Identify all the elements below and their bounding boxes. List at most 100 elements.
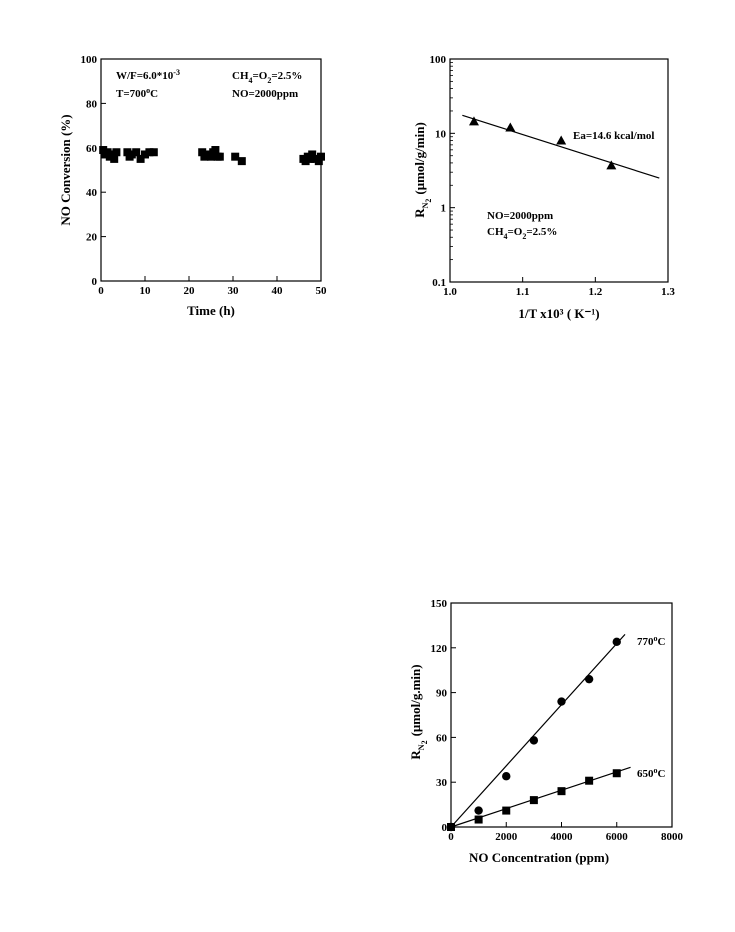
fit-line-0 (450, 633, 626, 828)
data-point (612, 769, 621, 778)
x-tick-label: 0 (448, 831, 454, 843)
y-tick-label: 30 (436, 777, 448, 789)
data-point (474, 806, 483, 815)
x-tick-label: 1.0 (443, 286, 457, 298)
data-point (301, 157, 310, 166)
data-point (529, 736, 539, 745)
chart-arrhenius: 1.0 1.1 1.2 1.3 0.1 1 10 100 Ea=14.6 kcal/mol N… (412, 54, 675, 321)
data-point (468, 116, 479, 126)
y-tick-label: 60 (86, 143, 98, 155)
data-point (149, 148, 158, 157)
data-point (207, 152, 215, 161)
data-point (529, 796, 538, 805)
y-tick-label: 10 (435, 128, 447, 140)
chart1-annotation-temperature: T=700oC (116, 86, 158, 100)
chart-rate-vs-no: 0 2000 4000 6000 8000 0 30 60 90 120 150 770oC 650… (408, 598, 684, 865)
x-tick-label: 40 (272, 285, 284, 297)
data-point (314, 157, 323, 166)
data-point (108, 150, 116, 159)
x-tick-label: 20 (184, 285, 196, 297)
chart1-marks (99, 146, 325, 166)
y-tick-label: 0 (92, 276, 98, 288)
y-tick-label: 60 (436, 732, 448, 744)
chart2-frame (449, 58, 669, 283)
data-point (99, 146, 108, 155)
chart-no-conversion: 0 10 20 30 40 50 0 20 40 60 80 100 W/F=6.0*10-3 T=7… (58, 54, 327, 318)
data-point (474, 815, 483, 824)
chart1-x-axis-label: Time (h) (187, 303, 235, 318)
data-point (211, 146, 220, 155)
data-point (556, 135, 567, 145)
data-point (110, 154, 119, 163)
data-point (202, 150, 211, 159)
data-point (127, 150, 136, 159)
data-point (123, 148, 132, 157)
chart2-marks (462, 114, 660, 179)
data-point (317, 152, 325, 161)
fit-line (462, 114, 660, 179)
chart1-y-axis-label: NO Conversion (%) (58, 114, 73, 225)
y-tick-label: 80 (86, 98, 98, 110)
data-point (215, 152, 224, 161)
chart2-ticks: 1.0 1.1 1.2 1.3 0.1 1 10 100 (430, 54, 676, 298)
data-point (306, 154, 314, 163)
x-tick-label: 4000 (551, 831, 574, 843)
data-point (310, 154, 319, 163)
chart1-annotation-wf: W/F=6.0*10-3 (116, 68, 180, 82)
data-point (141, 150, 149, 159)
chart3-y-axis-label: RN2(μmol/g.min) (408, 664, 429, 759)
data-point (502, 806, 511, 815)
chart2-annotation-ch4-o2: CH4=O2=2.5% (487, 226, 557, 241)
data-point (145, 148, 154, 157)
y-tick-label: 20 (86, 232, 98, 244)
data-point (237, 157, 246, 166)
chart1-frame (100, 58, 322, 282)
data-point (557, 787, 566, 796)
x-tick-label: 50 (316, 285, 328, 297)
y-tick-label: 100 (430, 54, 447, 66)
y-tick-label: 40 (86, 187, 98, 199)
x-tick-label: 0 (98, 285, 104, 297)
y-tick-label: 0 (442, 822, 448, 834)
chart2-annotation-ea: Ea=14.6 kcal/mol (573, 130, 654, 142)
series-650-label: 650oC (637, 766, 666, 780)
y-tick-label: 150 (431, 598, 448, 610)
data-point (112, 148, 121, 157)
x-tick-label: 2000 (495, 831, 518, 843)
chart3-ticks: 0 2000 4000 6000 8000 0 30 60 90 120 150 (431, 598, 684, 843)
x-tick-label: 30 (228, 285, 240, 297)
chart1-annotation-ch4-o2: CH4=O2=2.5% (232, 70, 302, 85)
y-tick-label: 90 (436, 688, 448, 700)
x-tick-label: 10 (140, 285, 152, 297)
series-770-label: 770oC (637, 634, 666, 648)
data-point (557, 697, 566, 706)
data-point (612, 637, 621, 647)
x-tick-label: 1.1 (516, 286, 530, 298)
data-point (585, 776, 594, 785)
y-tick-label: 120 (431, 643, 448, 655)
x-tick-label: 1.3 (661, 286, 675, 298)
x-tick-label: 6000 (606, 831, 629, 843)
y-tick-label: 0.1 (432, 277, 446, 289)
data-point (231, 152, 240, 161)
data-point (505, 122, 516, 132)
data-point (308, 150, 317, 159)
x-tick-label: 1.2 (588, 286, 602, 298)
data-point (136, 154, 145, 163)
data-point (447, 823, 455, 831)
chart3-x-axis-label: NO Concentration (ppm) (469, 850, 609, 865)
chart2-x-axis-label: 1/T x10³ ( K⁻¹) (518, 306, 599, 321)
chart1-ticks: 0 10 20 30 40 50 0 20 40 60 80 100 (81, 54, 328, 297)
data-point (606, 160, 617, 170)
chart1-annotation-no: NO=2000ppm (232, 88, 298, 100)
chart2-y-axis-label: RN2(μmol/g/min) (412, 122, 433, 218)
data-point (198, 148, 207, 157)
chart3-marks (446, 633, 631, 832)
data-point (502, 772, 511, 781)
chart2-annotation-no: NO=2000ppm (487, 210, 553, 222)
data-point (584, 674, 594, 684)
y-tick-label: 100 (81, 54, 98, 66)
data-point (132, 148, 141, 157)
y-tick-label: 1 (441, 203, 447, 215)
